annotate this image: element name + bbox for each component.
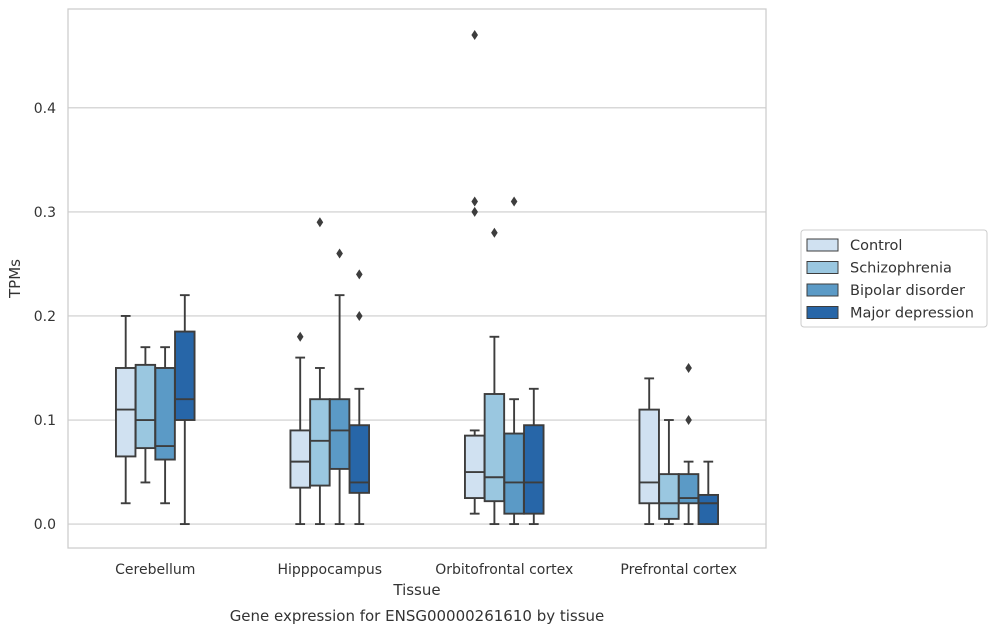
box-body <box>677 473 700 505</box>
outlier-point <box>296 331 304 342</box>
box-body <box>483 393 506 503</box>
box-body <box>348 424 370 494</box>
box-major-depression <box>523 387 545 526</box>
box-bipolar-disorder <box>677 362 700 526</box>
box-major-depression <box>348 269 370 526</box>
box-major-depression <box>174 294 196 526</box>
outlier-point <box>471 30 478 41</box>
box-schizophrenia <box>309 217 331 526</box>
outlier-point <box>491 227 498 238</box>
x-tick-label: Cerebellum <box>115 562 195 578</box>
legend-swatch <box>806 261 839 274</box>
box-body <box>328 398 351 470</box>
box-body <box>174 330 196 421</box>
box-control <box>638 377 660 526</box>
y-tick-label: 0.3 <box>34 205 56 221</box>
x-tick-label: Hipppocampus <box>277 562 382 578</box>
y-tick-labels: 0.0 0.1 0.2 0.3 0.4 <box>34 101 56 533</box>
legend-label: Schizophrenia <box>850 261 952 277</box>
box-body <box>309 398 331 487</box>
outlier-point <box>685 362 692 373</box>
box-body <box>638 408 660 505</box>
outlier-point <box>471 206 478 217</box>
box-schizophrenia <box>483 227 506 526</box>
legend-label: Major depression <box>850 306 974 322</box>
legend-swatch <box>806 238 839 252</box>
outlier-point <box>316 217 324 228</box>
box-body <box>658 473 680 520</box>
box-body <box>464 434 486 500</box>
legend-frame <box>800 229 988 328</box>
outlier-point <box>510 196 518 207</box>
box-bipolar-disorder <box>503 196 525 526</box>
x-tick-labels: Cerebellum Hipppocampus Orbitofrontal cort… <box>115 562 737 578</box>
grid-lines <box>68 107 766 525</box>
box-groups <box>114 30 719 526</box>
outlier-point <box>336 248 343 259</box>
outlier-point <box>685 415 692 426</box>
chart-caption: Gene expression for ENSG00000261610 by t… <box>230 607 605 625</box>
box-body <box>523 424 545 515</box>
legend: Control Schizophrenia Bipolar disorder Majo… <box>800 229 988 328</box>
box-control <box>464 30 486 515</box>
y-tick-label: 0.4 <box>34 101 56 117</box>
x-axis-label: Tissue <box>392 581 440 599</box>
legend-swatch <box>806 306 839 319</box>
legend-swatch <box>806 283 839 297</box>
box-control <box>289 331 311 526</box>
outlier-point <box>356 310 363 321</box>
x-tick-label: Prefrontal cortex <box>620 562 737 578</box>
y-axis-label: TPMs <box>6 259 24 299</box>
legend-label: Bipolar disorder <box>850 283 965 299</box>
outlier-point <box>471 196 478 207</box>
y-tick-label: 0.1 <box>34 413 56 429</box>
box-body <box>114 367 137 458</box>
box-schizophrenia <box>134 346 157 484</box>
box-major-depression <box>697 460 719 526</box>
box-schizophrenia <box>658 419 680 526</box>
box-body <box>697 493 719 526</box>
box-body <box>503 432 525 515</box>
box-bipolar-disorder <box>154 346 176 505</box>
plot-area-frame <box>67 8 767 549</box>
legend-label: Control <box>850 238 902 254</box>
x-tick-label: Orbitofrontal cortex <box>435 562 573 578</box>
box-body <box>289 429 311 489</box>
box-control <box>114 315 137 505</box>
box-bipolar-disorder <box>328 248 351 526</box>
outlier-point <box>356 269 363 280</box>
box-body <box>134 363 157 450</box>
y-tick-label: 0.2 <box>34 309 56 325</box>
y-tick-label: 0.0 <box>34 517 56 533</box>
